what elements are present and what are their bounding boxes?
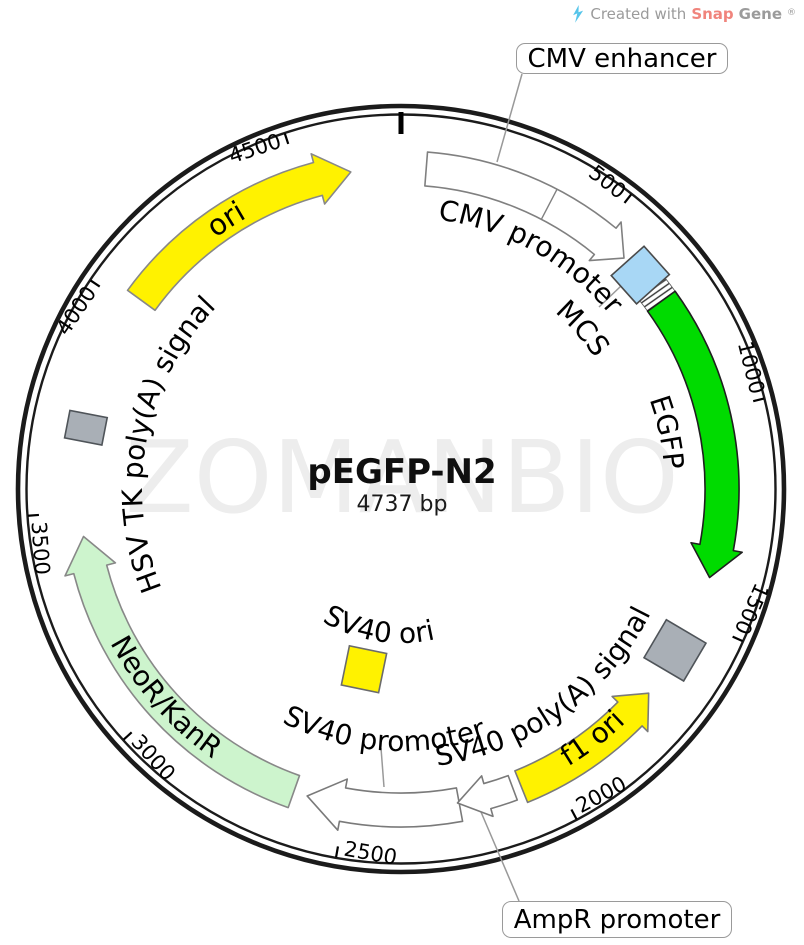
feature-mcs xyxy=(610,245,671,305)
credit-prefix: Created with xyxy=(590,5,687,23)
feature-sv40-promoter xyxy=(306,778,464,831)
feature-hsv-tk-polya xyxy=(63,409,109,447)
tick-label-2000: 2000 xyxy=(572,772,630,818)
leader-line-cmv-enhancer xyxy=(496,73,523,163)
feature-label-sv40-promoter: SV40 promoter xyxy=(278,699,489,759)
plasmid-name: pEGFP-N2 xyxy=(307,452,497,492)
feature-egfp xyxy=(646,290,743,579)
tick-label-3500: 3500 xyxy=(26,521,54,576)
tick-label-2500: 2500 xyxy=(342,837,399,870)
feature-sv40-ori-box xyxy=(340,644,388,694)
watermark-text: ZOMANBIO xyxy=(125,419,679,536)
tick-4000 xyxy=(89,279,101,288)
feature-cmv-enhancer-promoter xyxy=(424,151,625,262)
tick-label-4000: 4000 xyxy=(51,282,101,340)
tick-1000 xyxy=(752,397,765,403)
tick-label-1000: 1000 xyxy=(733,339,769,397)
snapgene-logo-icon xyxy=(573,5,584,23)
feature-f1-ori xyxy=(514,692,650,804)
credit-brand-snap: Snap xyxy=(691,5,734,23)
credit-brand-gene: Gene xyxy=(738,5,782,23)
feature-label-neor-kanr: NeoR/KanR xyxy=(104,630,228,765)
feature-neor-kanr xyxy=(64,535,301,809)
tick-500 xyxy=(623,193,633,204)
plasmid-size: 4737 bp xyxy=(356,492,448,518)
callout-cmv-enhancer: CMV enhancer xyxy=(516,43,728,74)
feature-cmv-divider xyxy=(540,188,558,220)
feature-ori xyxy=(126,153,352,312)
feature-sv40-polya xyxy=(642,618,708,683)
leader-line-ampr-promoter xyxy=(480,811,520,902)
backbone-ring-outer xyxy=(15,103,787,875)
feature-ampr-promoter xyxy=(456,774,519,818)
credit-reg-mark: ® xyxy=(787,8,796,18)
tick-4500 xyxy=(283,133,290,145)
feature-label-sv40-ori: SV40 ori xyxy=(318,598,437,650)
leader-line-sv40-promoter xyxy=(380,747,385,788)
tick-2500 xyxy=(334,846,340,858)
tick-3500 xyxy=(27,513,40,517)
leader-line-mcs xyxy=(598,285,622,308)
snapgene-credit: Created with Snap Gene ® xyxy=(570,5,796,23)
tick-3000 xyxy=(122,731,133,741)
feature-label-hsv-tk-polya: HSV TK poly(A) signal xyxy=(116,289,222,597)
tick-1500 xyxy=(732,635,744,643)
callout-ampr-promoter: AmpR promoter xyxy=(502,901,732,938)
title-block: pEGFP-N2 4737 bp xyxy=(0,452,804,518)
tick-2000 xyxy=(570,808,578,820)
